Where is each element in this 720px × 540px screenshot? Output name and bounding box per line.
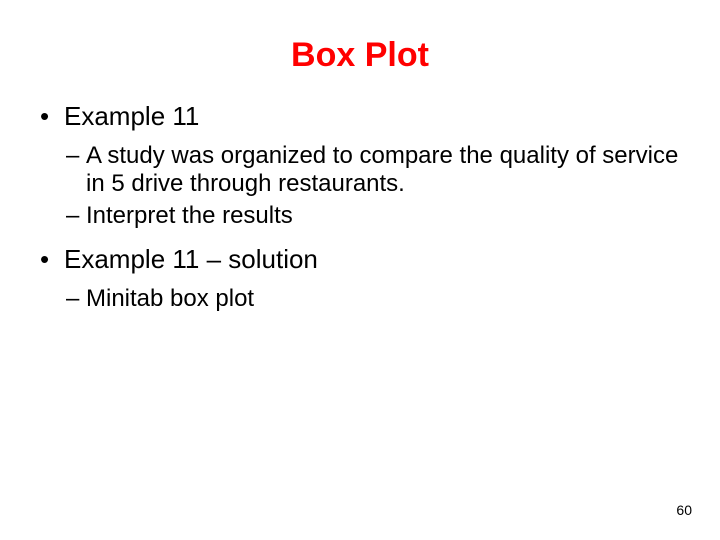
bullet-text: Example 11: [64, 101, 199, 131]
page-number: 60: [676, 502, 692, 518]
slide: Box Plot Example 11 A study was organize…: [0, 0, 720, 540]
bullet-text: A study was organized to compare the qua…: [86, 142, 678, 197]
bullet-level2: Minitab box plot: [66, 285, 682, 313]
bullet-level2: Interpret the results: [66, 202, 682, 230]
bullet-level2: A study was organized to compare the qua…: [66, 142, 682, 198]
bullet-list: Example 11 A study was organized to comp…: [38, 101, 682, 313]
bullet-level1: Example 11 – solution: [38, 244, 682, 275]
bullet-text: Minitab box plot: [86, 285, 254, 312]
bullet-text: Interpret the results: [86, 202, 293, 229]
bullet-text: Example 11 – solution: [64, 244, 318, 274]
bullet-level1: Example 11: [38, 101, 682, 132]
slide-title: Box Plot: [38, 36, 682, 75]
